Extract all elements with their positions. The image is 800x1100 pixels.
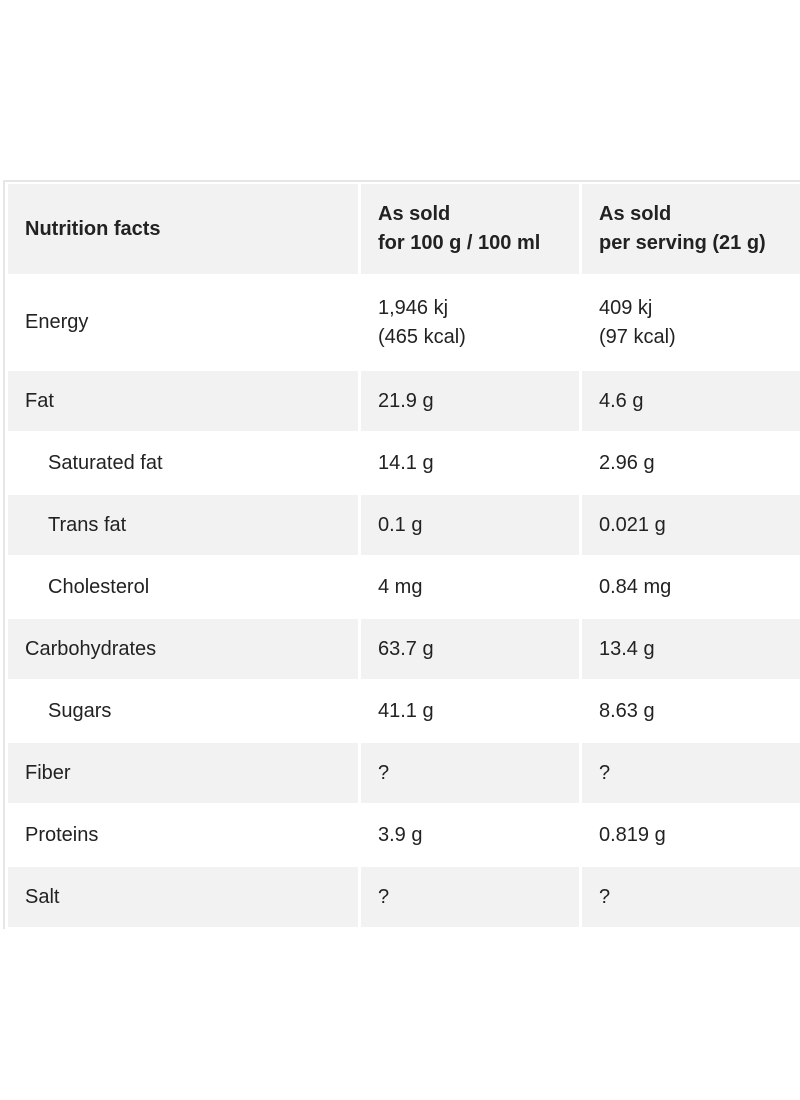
value-cell: 2.96 g xyxy=(599,451,655,474)
row: Carbohydrates 63.7 g 13.4 g xyxy=(8,619,800,679)
header-line: As sold xyxy=(378,203,451,225)
header-row: Nutrition facts As sold for 100 g / 100 m… xyxy=(8,184,800,274)
value-cell: 0.84 mg xyxy=(599,575,672,598)
value-cell: 8.63 g xyxy=(599,699,655,722)
value-cell: ? xyxy=(361,743,579,803)
header-line: per serving (21 g) xyxy=(599,232,766,254)
row: Fiber?? xyxy=(8,743,800,803)
row: Trans fat 0.1 g 0.021 g xyxy=(8,495,800,555)
value-line: (465 kcal) xyxy=(378,325,466,348)
value-cell: 3.9 g xyxy=(378,823,423,846)
value-cell: 14.1 g xyxy=(378,451,434,474)
value-cell: 0.1 g xyxy=(361,495,579,555)
value-cell: 21.9 g xyxy=(361,371,579,431)
value-cell: 4 mg xyxy=(378,575,423,598)
nutrition-table-container: Nutrition facts As sold for 100 g / 100 m… xyxy=(3,180,800,929)
value-cell: 4.6 g xyxy=(582,371,800,431)
row: Saturated fat 14.1 g 2.96 g xyxy=(8,433,800,493)
header-cell: As sold per serving (21 g) xyxy=(582,184,800,274)
nutrient: Salt xyxy=(8,867,358,927)
value-cell: 0.021 g xyxy=(582,495,800,555)
nutrition-table: Nutrition facts As sold for 100 g / 100 m… xyxy=(5,182,800,929)
value-line: (97 kcal) xyxy=(599,325,676,348)
value-line: 409 kj xyxy=(599,296,653,319)
nutrient: Cholesterol xyxy=(48,575,150,598)
value-cell: 13.4 g xyxy=(582,619,800,679)
nutrient: Saturated fat xyxy=(48,451,163,474)
value-cell: 1,946 kj (465 kcal) xyxy=(361,276,579,369)
value-cell: ? xyxy=(582,743,800,803)
row: Sugars 41.1 g 8.63 g xyxy=(8,681,800,741)
nutrient: Trans fat xyxy=(8,495,358,555)
row: Proteins 3.9 g 0.819 g xyxy=(8,805,800,865)
nutrient: Proteins xyxy=(25,823,99,846)
value-cell: 41.1 g xyxy=(378,699,434,722)
value-cell: 409 kj (97 kcal) xyxy=(582,276,800,369)
nutrient: Carbohydrates xyxy=(8,619,358,679)
value-cell: 0.819 g xyxy=(599,823,666,846)
row: Energy 1,946 kj (465 kcal) 409 kj (97 kcal… xyxy=(8,276,800,369)
row: Cholesterol 4 mg 0.84 mg xyxy=(8,557,800,617)
row: Salt?? xyxy=(8,867,800,927)
header-line: for 100 g / 100 ml xyxy=(378,232,541,254)
value-line: 1,946 kj xyxy=(378,296,449,319)
nutrient: Sugars xyxy=(48,699,112,722)
header-line: As sold xyxy=(599,203,672,225)
header-cell: Nutrition facts xyxy=(8,184,358,274)
value-cell: 63.7 g xyxy=(361,619,579,679)
nutrient: Energy xyxy=(25,311,89,333)
row: Fat 21.9 g 4.6 g xyxy=(8,371,800,431)
value-cell: ? xyxy=(582,867,800,927)
nutrient: Fiber xyxy=(8,743,358,803)
header-cell: As sold for 100 g / 100 ml xyxy=(361,184,579,274)
value-cell: ? xyxy=(361,867,579,927)
nutrient: Fat xyxy=(8,371,358,431)
